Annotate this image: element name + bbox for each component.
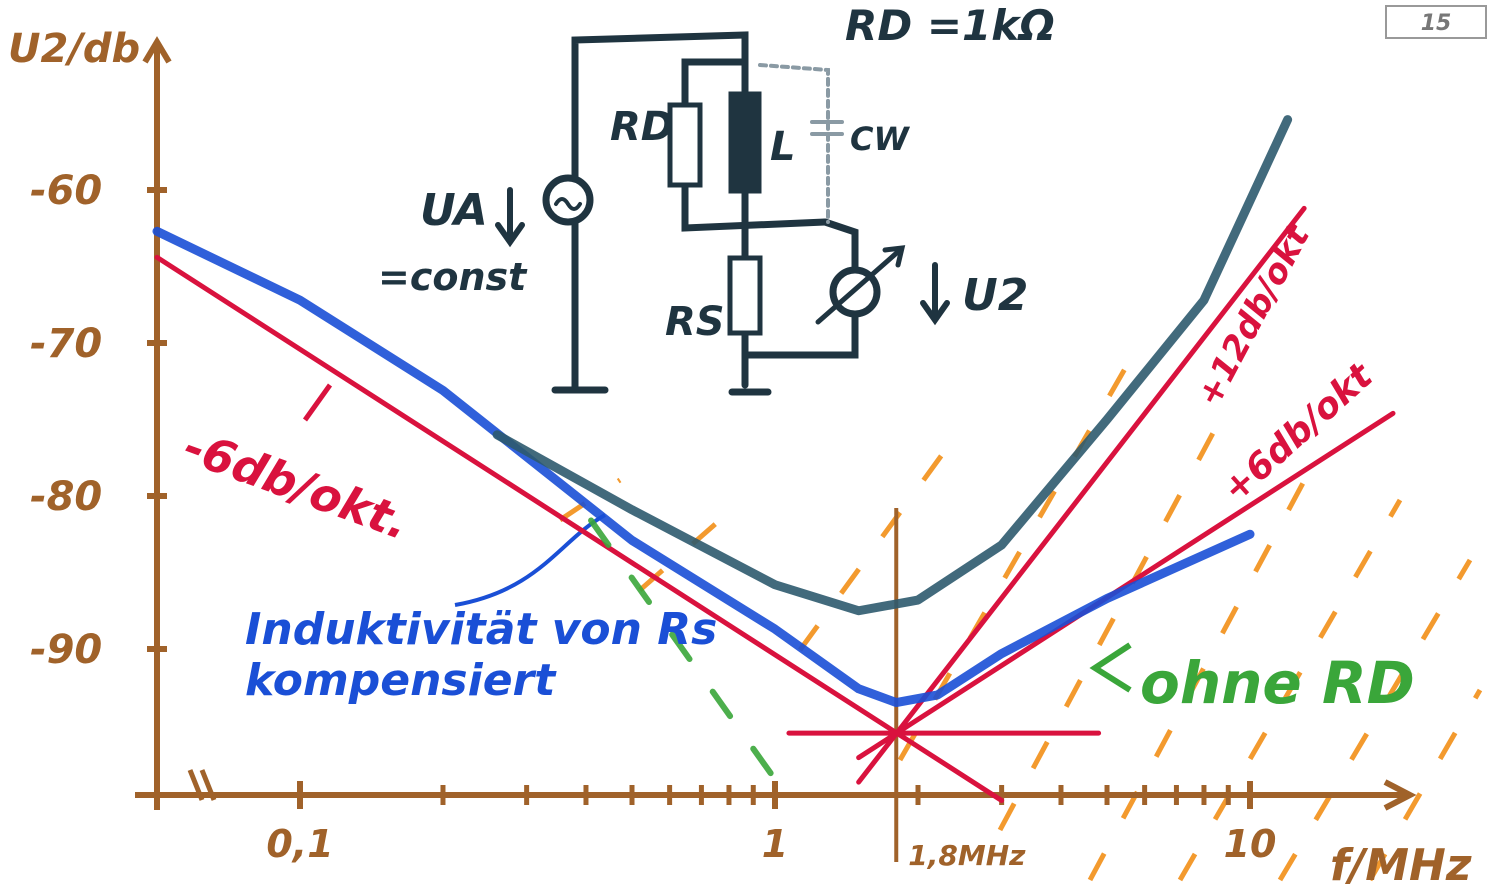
y-tick-label: -90 [30,627,102,673]
circuit-label: CW [850,120,910,158]
pointer [305,385,330,420]
page: 15 RD =1kΩ RD L CW UA =const RS U2 [0,0,1494,894]
circuit-labels: RD =1kΩ RD L CW UA =const RS U2 [378,1,1055,345]
marker-label: 1,8MHz [908,839,1026,872]
circuit-label: U2 [962,270,1028,321]
circuit-label: RD [610,104,674,150]
circuit-label: UA [420,185,488,236]
y-axis-label: U2/db [8,26,140,72]
x-tick-label: 10 [1224,822,1277,866]
source [546,178,590,222]
wire [825,222,855,270]
resistor-rs [730,258,760,333]
pointer [1095,645,1130,690]
circuit-title: RD =1kΩ [845,1,1055,50]
circuit-label: RS [665,299,725,345]
series-label: Induktivität von Rs kompensiert [245,605,845,706]
series-label: ohne RD [1140,650,1415,717]
circuit-label: =const [378,255,528,299]
series-line [497,120,1288,611]
y-tick-label: -70 [30,321,102,367]
circuit-label: L [770,124,796,170]
y-tick-label: -60 [30,168,102,214]
y-tick-label: -80 [30,474,102,520]
x-tick-label: 1 [762,822,788,866]
inductor [732,95,758,190]
series-line [157,257,1002,800]
x-axis-label: f/MHz [1330,840,1472,891]
x-tick-label: 0,1 [266,822,333,866]
resistor-rd [670,105,700,185]
page-number: 15 [1421,11,1452,36]
